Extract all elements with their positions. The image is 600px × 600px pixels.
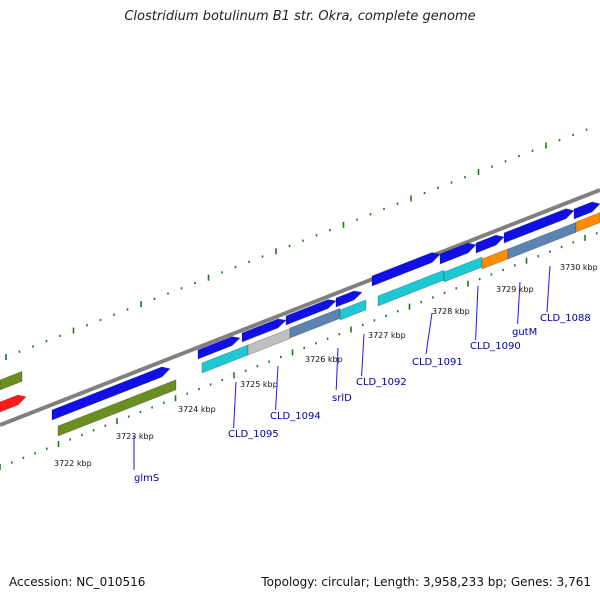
gene-leader-line [361,333,365,377]
cds-block [241,318,287,343]
tick-label: 3726 kbp [305,355,343,364]
gene-leader-line [233,381,237,429]
tick-labels: 3722 kbp 3723 kbp 3724 kbp 3725 kbp 3726 kbp… [54,263,598,468]
gene-leader-line [425,312,433,355]
gene-label: CLD_1095 [228,429,279,440]
gene-leader-line [546,265,551,313]
gene-label: gutM [512,327,537,338]
gene-label: srlD [332,393,352,404]
gene-labels: glmS CLD_1095 CLD_1094 srlD CLD_1092 CLD_1091… [133,265,591,484]
cds-block [475,234,505,254]
glms-feature [57,379,177,437]
gene-blocks [0,201,600,437]
feature-block [507,221,577,260]
tick-label: 3729 kbp [496,285,534,294]
tick-label: 3730 kbp [560,263,598,272]
outer-tick-row [5,128,588,360]
accession-label: Accession: NC_010516 [9,575,146,589]
gene-label: CLD_1090 [470,341,521,352]
cds-block [285,299,337,326]
cds-block [51,366,171,421]
gene-label: glmS [134,473,159,484]
tick-label: 3725 kbp [240,380,278,389]
cds-block [503,208,575,244]
tick-label: 3727 kbp [368,331,406,340]
feature-block [575,212,600,233]
gene-leader-line [335,347,339,391]
cds-block [573,201,600,220]
tick-label: 3728 kbp [432,307,470,316]
cds-block [371,252,441,287]
gene-label: CLD_1094 [270,411,321,422]
feature-block [0,394,27,413]
gutm-feature [481,248,509,270]
gene-leader-line [275,365,279,411]
cds-block [439,242,477,265]
tick-label: 3724 kbp [178,405,216,414]
gene-leader-line [517,281,521,325]
cds-block [335,290,363,308]
gene-label: CLD_1088 [540,313,591,324]
tick-label: 3723 kbp [116,432,154,441]
feature-block [0,370,23,391]
cds-block [197,336,241,360]
tick-label: 3722 kbp [54,459,92,468]
feature-block [247,327,291,356]
gene-leader-line [475,285,479,341]
inner-tick-row [0,232,598,470]
map-title: Clostridium botulinum B1 str. Okra, comp… [124,9,476,24]
genome-backbone [0,188,600,427]
feature-block [339,299,367,321]
genome-summary: Topology: circular; Length: 3,958,233 bp… [261,575,591,589]
feature-block [443,256,483,283]
gene-label: CLD_1092 [356,377,407,388]
gene-label: CLD_1091 [412,357,463,368]
